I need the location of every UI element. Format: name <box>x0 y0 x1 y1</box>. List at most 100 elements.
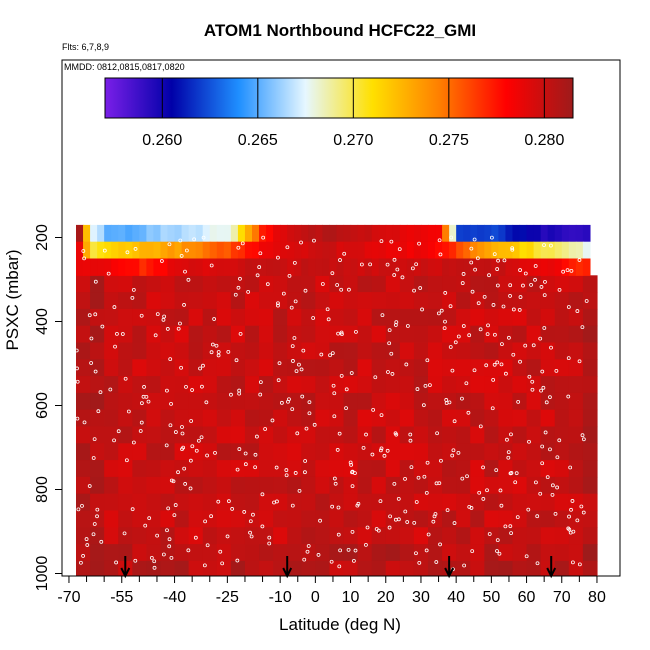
sample-marker <box>300 394 305 399</box>
sample-marker <box>466 410 471 415</box>
heatmap-cell <box>237 241 246 260</box>
heatmap-cell <box>385 258 394 276</box>
heatmap-cell <box>456 258 464 276</box>
sample-marker <box>390 372 395 376</box>
sample-marker <box>396 496 401 501</box>
heatmap-cell <box>385 426 401 444</box>
heatmap-cell <box>315 392 331 411</box>
heatmap-cell <box>554 510 570 528</box>
heatmap-cell <box>202 476 218 495</box>
sample-marker <box>452 419 457 424</box>
heatmap-cell <box>132 359 147 377</box>
sample-marker <box>112 305 117 309</box>
sample-marker <box>533 264 538 268</box>
heatmap-cell <box>484 292 499 310</box>
heatmap-cell <box>273 510 288 528</box>
heatmap-cell <box>76 409 91 428</box>
heatmap-cell <box>216 292 232 310</box>
heatmap-cell <box>237 258 246 276</box>
sample-marker <box>159 259 164 263</box>
heatmap-cell <box>308 241 316 260</box>
heatmap-cell <box>230 527 246 545</box>
heatmap-cell <box>216 325 232 344</box>
heatmap-cell <box>399 392 415 411</box>
heatmap-cell <box>287 224 295 243</box>
heatmap-cell <box>90 476 105 495</box>
sample-marker <box>180 431 185 436</box>
heatmap-cell <box>329 544 345 562</box>
heatmap-cell <box>216 527 232 545</box>
heatmap-cell <box>188 308 204 327</box>
heatmap-cell <box>252 258 260 276</box>
heatmap-cell <box>329 460 345 478</box>
sample-marker <box>233 292 238 297</box>
sample-marker <box>566 394 571 399</box>
heatmap-cell <box>385 325 401 344</box>
sample-marker <box>418 286 423 290</box>
heatmap-cell <box>442 342 457 360</box>
sample-marker <box>529 282 533 287</box>
heatmap-cell <box>273 426 288 444</box>
sample-marker <box>123 376 128 381</box>
heatmap-cell <box>435 241 443 260</box>
sample-marker <box>299 240 303 245</box>
heatmap-cell <box>568 476 584 495</box>
sample-marker <box>361 445 366 450</box>
sample-marker <box>196 438 201 443</box>
heatmap-cell <box>498 258 507 276</box>
heatmap-cell <box>484 224 492 243</box>
heatmap-cell <box>385 560 401 576</box>
sample-marker <box>131 440 136 445</box>
sample-marker <box>155 533 160 538</box>
sample-marker <box>448 345 453 349</box>
sample-marker <box>561 269 566 274</box>
heatmap-cell <box>413 292 429 310</box>
heatmap-cell <box>477 258 485 276</box>
heatmap-cell <box>174 258 183 276</box>
heatmap-cell <box>371 476 387 495</box>
heatmap-cell <box>484 476 499 495</box>
sample-marker <box>460 281 465 285</box>
sample-marker <box>388 514 392 519</box>
heatmap-cell <box>498 392 514 411</box>
heatmap-cell <box>132 443 147 461</box>
heatmap-cell <box>216 409 232 428</box>
heatmap-cell <box>244 544 260 562</box>
heatmap-cell <box>505 258 514 276</box>
heatmap-cell <box>294 258 302 276</box>
sample-marker <box>319 352 324 357</box>
sample-marker <box>491 303 496 307</box>
sample-marker <box>96 409 101 414</box>
heatmap-cell <box>399 275 415 293</box>
heatmap-cell <box>568 392 584 411</box>
x-tick-label: 80 <box>588 589 606 606</box>
heatmap-cell <box>301 241 309 260</box>
heatmap-cell <box>512 342 528 360</box>
heatmap-cell <box>118 510 133 528</box>
heatmap-cell <box>357 275 373 293</box>
heatmap-cell <box>456 392 471 411</box>
sample-marker <box>305 549 310 554</box>
heatmap-cell <box>568 308 584 327</box>
heatmap-cell <box>526 510 542 528</box>
heatmap-cell <box>315 359 331 377</box>
sample-marker <box>261 235 266 240</box>
sample-marker <box>542 293 547 298</box>
sample-marker <box>87 484 92 488</box>
heatmap-cell <box>413 476 429 495</box>
heatmap-cell <box>76 325 91 344</box>
heatmap-cell <box>315 292 331 310</box>
heatmap-cell <box>357 342 373 360</box>
sample-marker <box>456 450 461 455</box>
sample-marker <box>190 444 195 449</box>
heatmap-cell <box>406 224 415 243</box>
sample-marker <box>364 542 368 547</box>
heatmap-cell <box>132 560 147 576</box>
sample-marker <box>339 287 344 292</box>
sample-markers <box>74 235 589 572</box>
heatmap-cell <box>350 241 359 260</box>
heatmap-cell <box>568 359 584 377</box>
heatmap-cell <box>371 258 380 276</box>
sample-marker <box>152 559 157 564</box>
heatmap-cell <box>76 224 84 243</box>
